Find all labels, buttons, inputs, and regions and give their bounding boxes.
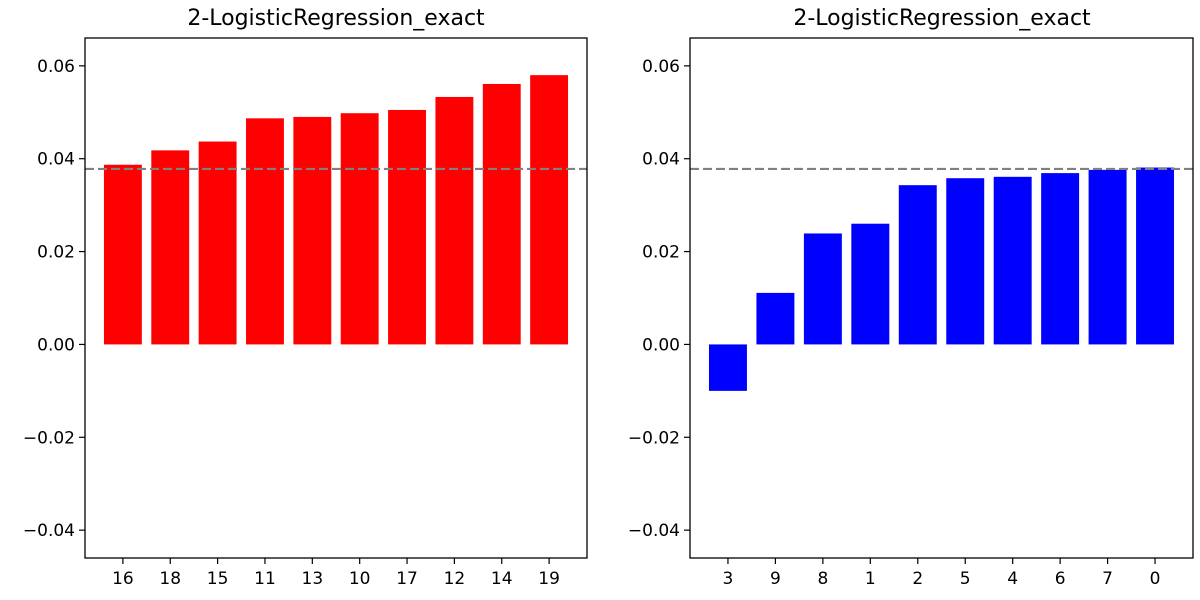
bar-12 [435,96,474,345]
y-tick-label: 0.02 [37,243,75,263]
x-tick-label: 17 [396,569,418,589]
y-tick-label: −0.02 [628,428,680,448]
bar-15 [198,141,237,345]
x-tick-label: 16 [112,569,134,589]
x-tick-label: 3 [723,569,734,589]
x-tick-label: 12 [444,569,466,589]
y-tick-label: −0.04 [23,521,75,541]
bar-14 [482,83,521,345]
y-tick-label: 0.02 [642,243,680,263]
bar-2 [898,185,937,345]
bar-5 [946,178,985,345]
y-tick-label: 0.06 [37,57,75,77]
x-tick-label: 2 [912,569,923,589]
x-tick-label: 1 [865,569,876,589]
y-tick-label: 0.06 [642,57,680,77]
bar-9 [756,292,795,345]
chart-title: 2-LogisticRegression_exact [793,6,1091,31]
x-tick-label: 6 [1055,569,1066,589]
left-bar-chart: 2-LogisticRegression_exact 16 18 15 11 13 10 1… [23,6,588,589]
bar-1 [851,223,890,345]
axes-frame [84,37,588,559]
x-tick-label: 9 [770,569,781,589]
bar-18 [151,150,190,345]
x-tick-label: 10 [349,569,371,589]
y-tick-label: −0.04 [628,521,680,541]
axes-frame [689,37,1194,559]
y-tick-label: 0.04 [642,150,680,170]
x-tick-label: 14 [491,569,513,589]
x-tick-label: 19 [538,569,560,589]
bar-11 [246,118,284,345]
x-tick-label: 18 [159,569,181,589]
bar-17 [388,109,426,345]
bar-8 [803,233,842,345]
x-tick-label: 4 [1007,569,1018,589]
bar-16 [103,164,142,345]
x-tick-label: 15 [207,569,229,589]
x-tick-label: 11 [254,569,276,589]
bar-3 [708,344,747,391]
bar-13 [293,116,332,345]
bar-6 [1041,173,1080,345]
x-tick-label: 8 [817,569,828,589]
bar-0 [1136,167,1175,345]
x-tick-label: 13 [302,569,324,589]
right-bar-chart: 2-LogisticRegression_exact 3 9 8 1 2 5 4 6 7 0 −0.… [628,6,1194,589]
x-tick-label: 0 [1150,569,1161,589]
bar-4 [993,176,1032,345]
bar-10 [340,113,379,345]
x-tick-label: 5 [960,569,971,589]
bar-19 [530,75,569,345]
x-tick-label: 7 [1102,569,1113,589]
chart-title: 2-LogisticRegression_exact [187,6,485,31]
bar-7 [1088,169,1127,345]
y-tick-label: 0.04 [37,150,75,170]
y-tick-label: 0.00 [642,335,680,355]
y-tick-label: 0.00 [37,335,75,355]
y-tick-label: −0.02 [23,428,75,448]
